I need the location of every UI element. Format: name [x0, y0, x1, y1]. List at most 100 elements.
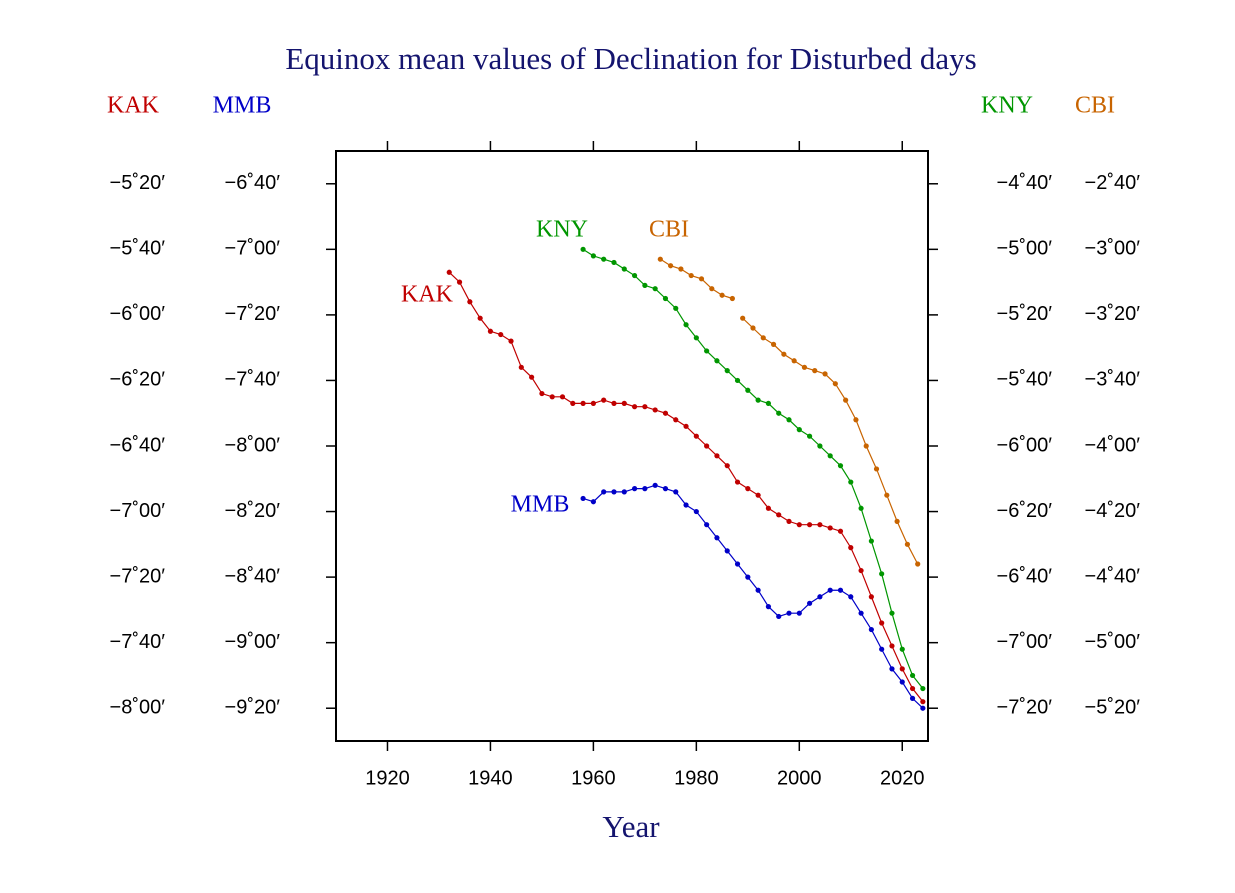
y-tick-label: −5˚20′ [1085, 697, 1141, 719]
y-tick-label: −4˚40′ [997, 172, 1053, 194]
data-point [631, 404, 638, 410]
data-point [714, 358, 720, 364]
x-axis-label: Year [602, 809, 660, 844]
data-point [827, 587, 833, 593]
axis-header: KAK [107, 93, 160, 119]
data-point [889, 643, 895, 649]
data-point [776, 410, 782, 416]
y-tick-label: −5˚40′ [110, 238, 166, 260]
data-point [642, 282, 648, 288]
x-tick-label: 1980 [674, 767, 719, 789]
y-tick-label: −7˚40′ [110, 631, 166, 653]
y-tick-label: −7˚00′ [110, 500, 166, 522]
data-point [745, 486, 751, 492]
data-point [704, 522, 710, 528]
data-point [884, 492, 890, 498]
data-point [770, 341, 777, 347]
data-point [848, 479, 854, 485]
y-tick-label: −6˚20′ [110, 369, 166, 391]
data-point [796, 610, 802, 616]
y-tick-label: −6˚20′ [997, 500, 1053, 522]
data-point [678, 266, 684, 272]
data-point [662, 295, 669, 302]
data-point [683, 502, 689, 508]
data-point [698, 276, 705, 282]
y-tick-label: −3˚20′ [1085, 303, 1141, 325]
y-tick-label: −6˚00′ [997, 434, 1053, 456]
data-point [590, 253, 596, 259]
data-point [704, 443, 710, 449]
data-point [570, 400, 576, 406]
data-point [837, 528, 844, 534]
data-point [652, 407, 658, 413]
chart-title: Equinox mean values of Declination for D… [285, 41, 976, 76]
y-tick-label: −8˚40′ [225, 565, 281, 587]
data-point [642, 404, 648, 410]
y-tick-label: −5˚20′ [110, 172, 166, 194]
data-point [745, 574, 751, 580]
y-tick-label: −9˚00′ [225, 631, 281, 653]
data-point [714, 535, 720, 541]
y-tick-label: −4˚40′ [1085, 565, 1141, 587]
data-point [750, 325, 756, 331]
series-label: CBI [649, 217, 689, 243]
data-point [858, 567, 864, 574]
data-point [812, 368, 818, 374]
y-tick-label: −7˚20′ [110, 565, 166, 587]
data-point [518, 364, 524, 370]
data-point [662, 410, 669, 416]
data-point [868, 594, 874, 600]
data-point [858, 505, 864, 511]
data-point [621, 400, 627, 406]
data-point [817, 594, 823, 600]
axis-header: MMB [213, 93, 272, 119]
data-point [899, 679, 905, 685]
data-point [868, 626, 874, 633]
data-point [827, 525, 833, 531]
data-point [776, 613, 782, 620]
data-point [817, 443, 823, 449]
series-line [582, 248, 924, 689]
data-point [848, 594, 854, 600]
data-point [760, 335, 766, 341]
data-point [796, 522, 802, 528]
data-point [683, 322, 689, 328]
data-point [601, 256, 607, 262]
data-point [580, 495, 586, 502]
data-point [580, 400, 586, 406]
data-point [807, 600, 813, 606]
y-tick-label: −5˚00′ [1085, 631, 1141, 653]
data-point [837, 463, 844, 469]
y-tick-label: −6˚40′ [225, 172, 281, 194]
data-point [791, 358, 797, 364]
data-point [652, 482, 658, 488]
y-tick-label: −3˚40′ [1085, 369, 1141, 391]
data-point [873, 466, 880, 472]
data-point [621, 266, 627, 272]
data-point [621, 489, 627, 495]
data-point [863, 443, 869, 449]
axis-header: CBI [1075, 93, 1115, 119]
data-point [590, 400, 596, 406]
data-point [894, 518, 900, 524]
data-point [776, 512, 782, 518]
data-point [734, 479, 741, 485]
y-tick-label: −8˚20′ [225, 500, 281, 522]
data-point [858, 610, 864, 616]
data-point [601, 489, 607, 495]
series-line [448, 271, 924, 703]
data-point [719, 292, 725, 298]
data-point [755, 587, 761, 593]
data-point [642, 486, 648, 492]
data-point [673, 417, 679, 423]
data-point [899, 666, 905, 672]
data-point [652, 286, 658, 292]
data-point [631, 272, 638, 279]
data-point [456, 279, 463, 285]
data-point [843, 397, 849, 403]
data-point [853, 417, 859, 423]
data-point [724, 548, 730, 554]
y-tick-label: −6˚40′ [110, 434, 166, 456]
data-point [714, 453, 720, 459]
data-point [467, 299, 473, 305]
